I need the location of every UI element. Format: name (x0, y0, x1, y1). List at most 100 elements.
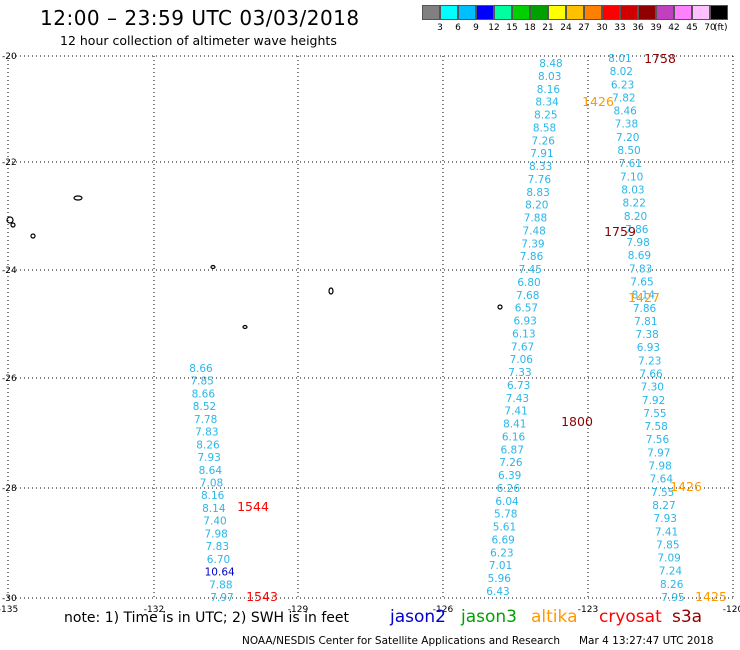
swh-value: 6.69 (491, 534, 514, 546)
swh-value: 6.04 (495, 496, 519, 508)
longitude-label: -120 (723, 605, 740, 615)
swh-value: 6.70 (207, 554, 230, 566)
swh-value: 8.26 (660, 579, 684, 591)
longitude-label: -129 (288, 605, 309, 615)
legend-label: 39 (650, 23, 662, 33)
swh-value: 6.73 (507, 380, 530, 392)
swh-value: 8.20 (525, 200, 548, 212)
swh-value: 7.26 (532, 135, 556, 147)
legend-label: 12 (488, 23, 500, 33)
legend-label: 27 (578, 23, 590, 33)
legend-label: 33 (614, 23, 626, 33)
swh-value: 8.66 (192, 388, 216, 400)
legend-swatch (602, 5, 620, 20)
island-outlines (6, 195, 503, 330)
legend-swatch (638, 5, 656, 20)
longitude-label: -135 (0, 605, 18, 615)
swh-value: 8.25 (534, 110, 557, 122)
swh-value: 7.23 (638, 355, 661, 367)
swh-value: 8.69 (628, 250, 651, 262)
altimeter-track-values: 8.667.858.668.527.787.838.267.938.647.08… (189, 53, 684, 604)
swh-value: 7.08 (200, 478, 223, 490)
track-time-label: 1425 (695, 589, 727, 604)
swh-value: 8.26 (196, 439, 220, 451)
legend-swatch (692, 5, 710, 20)
mission-jason2: jason2 (390, 607, 446, 627)
swh-value: 7.41 (504, 406, 527, 418)
latitude-label: -28 (2, 484, 17, 494)
swh-value: 7.98 (648, 461, 671, 473)
swh-value: 8.66 (189, 363, 213, 375)
legend-unit: (ft) (714, 23, 728, 33)
swh-value: 7.93 (197, 452, 220, 464)
legend-label: 15 (506, 23, 518, 33)
latitude-label: -30 (2, 594, 17, 604)
swh-value: 6.87 (501, 444, 524, 456)
swh-value: 7.88 (209, 579, 232, 591)
swh-value: 8.52 (193, 401, 216, 413)
swh-value: 5.78 (494, 509, 517, 521)
legend-label: 70 (704, 23, 716, 33)
swh-value: 6.43 (486, 586, 509, 598)
swh-value: 7.95 (661, 592, 684, 604)
swh-value: 7.48 (522, 225, 545, 237)
credit-line: NOAA/NESDIS Center for Satellite Applica… (242, 635, 560, 647)
mission-cryosat: cryosat (599, 607, 662, 627)
legend-label: 18 (524, 23, 536, 33)
swh-value: 6.16 (502, 431, 526, 443)
swh-value: 6.23 (611, 79, 634, 91)
swh-value: 8.58 (533, 122, 556, 134)
swh-value: 7.66 (639, 369, 663, 381)
swh-value: 8.01 (608, 53, 631, 65)
latitude-label: -20 (2, 52, 17, 62)
legend-swatch (440, 5, 458, 20)
swh-value: 7.83 (206, 541, 229, 553)
legend-label: 42 (668, 23, 680, 33)
legend-swatch (494, 5, 512, 20)
swh-value: 7.98 (626, 237, 649, 249)
swh-value: 7.20 (616, 132, 639, 144)
longitude-label: -123 (578, 605, 598, 615)
swh-value: 8.14 (632, 290, 656, 302)
swh-value: 8.83 (526, 187, 549, 199)
legend-label: 36 (632, 23, 644, 33)
swh-value: 5.61 (493, 522, 516, 534)
swh-value: 7.91 (530, 148, 553, 160)
axis-labels: -20 -22 -24 -26 -28 -30-135 -132 -129 -126 -123 -1… (0, 52, 740, 615)
swh-value: 7.92 (642, 395, 665, 407)
swh-value: 7.56 (646, 434, 670, 446)
swh-value: 10.64 (205, 567, 235, 579)
swh-value: 7.45 (519, 264, 542, 276)
swh-value: 6.13 (512, 328, 535, 340)
swh-value: 7.01 (489, 560, 512, 572)
swh-value: 7.09 (657, 553, 680, 565)
island-outline (210, 264, 216, 270)
swh-value: 8.16 (537, 84, 561, 96)
latitude-label: -22 (2, 158, 17, 168)
island-outline (497, 304, 503, 310)
swh-value: 7.39 (521, 238, 544, 250)
swh-value: 7.86 (520, 251, 544, 263)
mission-jason3: jason3 (461, 607, 517, 627)
track-time-label: 1427 (628, 290, 660, 305)
swh-value: 8.33 (529, 161, 552, 173)
swh-value: 7.65 (630, 276, 653, 288)
swh-value: 7.78 (194, 414, 217, 426)
longitude-label: -132 (144, 605, 164, 615)
island-outline (73, 195, 83, 201)
legend-swatch (620, 5, 638, 20)
legend-swatch (512, 5, 530, 20)
swh-value: 7.83 (195, 427, 218, 439)
track-time-label: 1800 (561, 414, 593, 429)
swh-value: 7.86 (625, 224, 649, 236)
swh-value: 7.97 (647, 447, 670, 459)
legend-swatch (656, 5, 674, 20)
swh-value: 8.48 (539, 58, 562, 70)
swh-value: 6.39 (498, 470, 521, 482)
swh-value: 7.85 (190, 376, 213, 388)
swh-value: 7.06 (510, 354, 534, 366)
swh-value: 7.76 (528, 174, 552, 186)
swh-value: 6.93 (513, 316, 536, 328)
legend-swatch (530, 5, 548, 20)
island-outline (242, 324, 248, 330)
